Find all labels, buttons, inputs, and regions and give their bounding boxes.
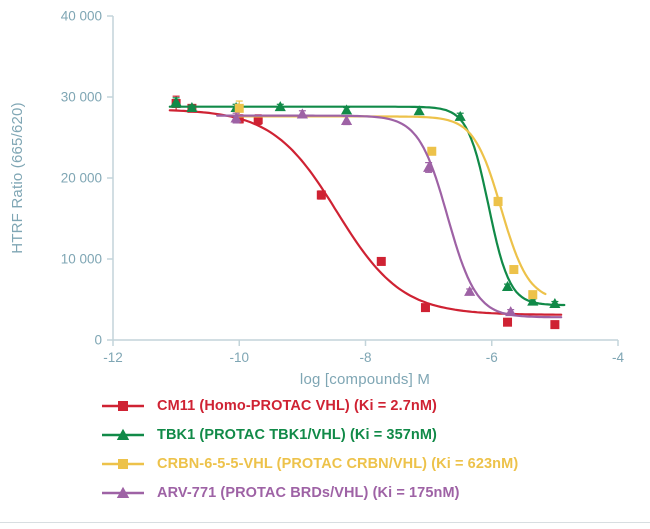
legend-label: CRBN-6-5-5-VHL (PROTAC CRBN/VHL) (Ki = 6… xyxy=(157,456,519,472)
legend-item-CRBN-6-5-5-VHL: CRBN-6-5-5-VHL (PROTAC CRBN/VHL) (Ki = 6… xyxy=(100,454,650,474)
y-axis-title: HTRF Ratio (665/620) xyxy=(9,102,26,254)
legend-label: ARV-771 (PROTAC BRDs/VHL) (Ki = 175nM) xyxy=(157,485,460,501)
series-TBK1 xyxy=(168,96,566,309)
legend-label: TBK1 (PROTAC TBK1/VHL) (Ki = 357nM) xyxy=(157,427,437,443)
bottom-divider xyxy=(0,522,650,523)
dose-response-chart: HTRF Ratio (665/620) log [compounds] M 0… xyxy=(9,9,624,389)
y-tick-label: 30 000 xyxy=(61,90,102,105)
x-tick-label: -12 xyxy=(103,350,123,365)
series-ARV-771 xyxy=(216,108,563,319)
legend-square-marker-icon xyxy=(102,401,144,411)
x-tick-label: -10 xyxy=(229,350,249,365)
legend-triangle-marker-icon xyxy=(102,486,144,498)
axes xyxy=(107,15,619,346)
y-tick-label: 0 xyxy=(94,333,102,348)
legend-item-ARV-771: ARV-771 (PROTAC BRDs/VHL) (Ki = 175nM) xyxy=(100,483,650,503)
legend-triangle-marker-icon xyxy=(102,428,144,440)
x-tick-label: -6 xyxy=(486,350,498,365)
legend-label: CM11 (Homo-PROTAC VHL) (Ki = 2.7nM) xyxy=(157,398,437,414)
x-tick-label: -4 xyxy=(612,350,624,365)
legend-item-CM11: CM11 (Homo-PROTAC VHL) (Ki = 2.7nM) xyxy=(100,396,650,416)
y-tick-label: 10 000 xyxy=(61,252,102,267)
y-tick-label: 20 000 xyxy=(61,171,102,186)
x-axis-title: log [compounds] M xyxy=(300,371,430,388)
y-tick-label: 40 000 xyxy=(61,9,102,24)
legend-square-marker-icon xyxy=(102,459,144,469)
legend-item-TBK1: TBK1 (PROTAC TBK1/VHL) (Ki = 357nM) xyxy=(100,425,650,445)
fit-curve xyxy=(216,114,563,319)
series-CRBN-6-5-5-VHL xyxy=(234,100,547,300)
x-tick-label: -8 xyxy=(359,350,371,365)
chart-legend: CM11 (Homo-PROTAC VHL) (Ki = 2.7nM) TBK1 … xyxy=(0,392,650,503)
fit-curve xyxy=(168,105,566,307)
